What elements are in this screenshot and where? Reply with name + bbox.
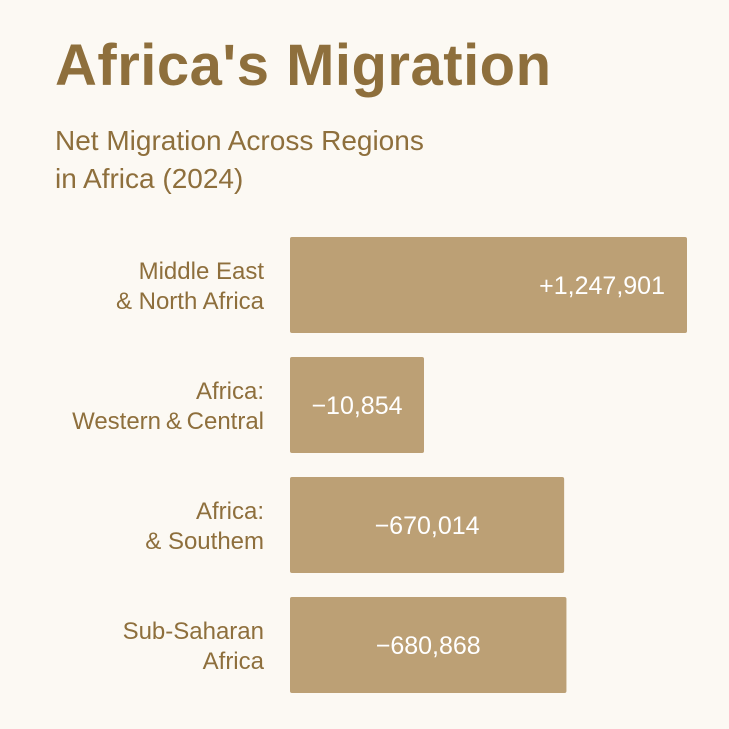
bar-3 [290, 477, 565, 573]
chart-title: Africa's Migration [55, 33, 552, 98]
value-label-1: +1,247,901 [539, 272, 665, 300]
category-label-1-line-1: Middle East [139, 258, 265, 285]
category-label-2-line-1: Africa: [196, 378, 264, 405]
category-label-1-line-2: & North Africa [116, 288, 265, 315]
chart-subtitle-line-2: in Africa (2024) [55, 163, 244, 194]
bar-2 [290, 357, 424, 453]
value-label-4: −680,868 [376, 632, 481, 660]
category-label-3-line-1: Africa: [196, 498, 264, 525]
value-label-2: −10,854 [311, 392, 402, 420]
category-label-1: Middle East & North Africa [116, 258, 265, 315]
chart-subtitle-line-1: Net Migration Across Regions [55, 125, 424, 156]
category-label-3: Africa: & Southem [145, 498, 264, 555]
bar-4 [290, 597, 567, 693]
category-label-3-line-2: & Southem [145, 528, 264, 555]
category-label-4: Sub-Saharan Africa [123, 618, 265, 675]
category-label-4-line-1: Sub-Saharan [123, 618, 264, 645]
bar-1 [290, 237, 687, 333]
value-label-3: −670,014 [375, 512, 480, 540]
chart-subtitle: Net Migration Across Regions in Africa (… [55, 122, 535, 198]
category-label-2-line-2: Western & Central [72, 408, 264, 435]
category-label-2: Africa: Western & Central [72, 378, 264, 435]
category-label-4-line-2: Africa [203, 648, 265, 675]
